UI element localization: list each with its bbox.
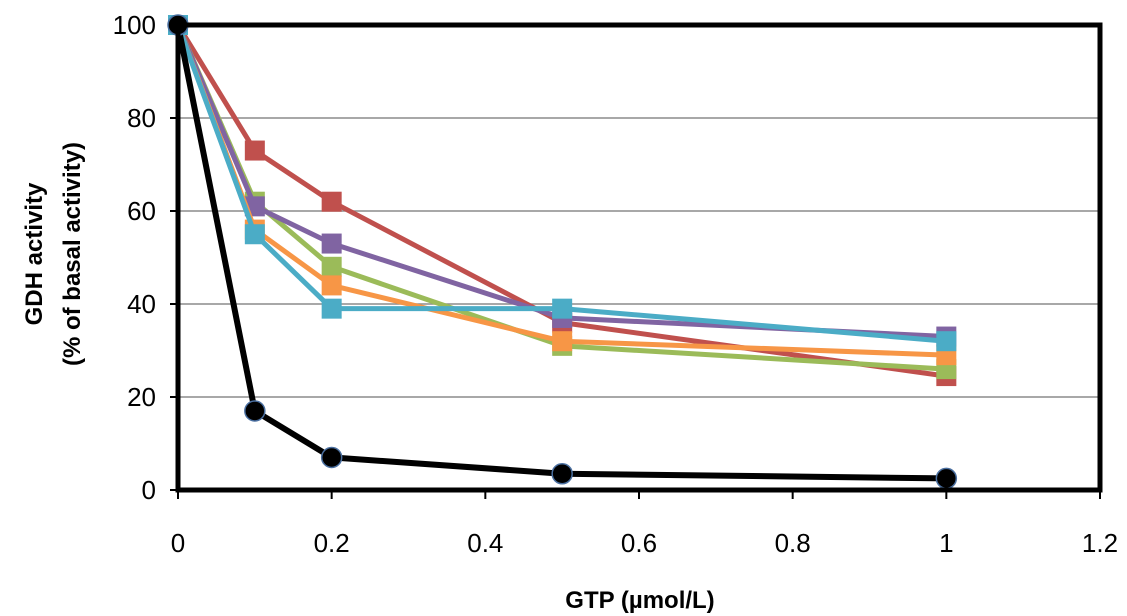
gridlines — [178, 117, 1100, 398]
x-tick-label: 0 — [171, 528, 185, 558]
series-6 — [167, 14, 958, 490]
y-tick-label: 20 — [127, 382, 156, 412]
y-tick-label: 100 — [113, 10, 156, 40]
data-point — [321, 233, 342, 254]
x-tick-label: 0.4 — [467, 528, 503, 558]
tick-labels: 0 20 40 60 80 100 0 0.2 0.4 0.6 0.8 1 1.2 — [113, 10, 1118, 558]
data-point — [552, 298, 573, 319]
series-line — [175, 24, 947, 482]
y-tick-label: 80 — [127, 103, 156, 133]
x-tick-label: 1 — [939, 528, 953, 558]
data-point — [935, 467, 958, 490]
series-line — [175, 24, 947, 339]
series-group — [167, 14, 958, 490]
data-point — [321, 191, 342, 212]
y-tick-label: 60 — [127, 196, 156, 226]
data-point — [321, 298, 342, 319]
data-point — [320, 446, 343, 469]
x-tick-label: 0.2 — [314, 528, 350, 558]
y-axis-title-line2: (% of basal activity) — [59, 142, 86, 366]
data-point — [244, 140, 265, 161]
y-tick-label: 40 — [127, 289, 156, 319]
series-5 — [168, 15, 957, 352]
y-axis-title-line1: GDH activity — [21, 182, 48, 325]
plot-frame — [175, 22, 1103, 493]
x-tick-label: 0.6 — [621, 528, 657, 558]
y-tick-label: 0 — [142, 475, 156, 505]
series-3 — [168, 15, 957, 347]
data-point — [552, 331, 573, 352]
data-point — [244, 224, 265, 245]
data-point — [936, 331, 957, 352]
x-tick-label: 0.8 — [775, 528, 811, 558]
series-line — [175, 24, 947, 344]
data-point — [551, 462, 573, 485]
data-point — [244, 400, 266, 422]
data-point — [321, 275, 342, 296]
data-point — [321, 256, 342, 277]
x-axis-title: GTP (µmol/L) — [565, 587, 714, 614]
x-tick-label: 1.2 — [1082, 528, 1118, 558]
axes — [170, 24, 1101, 499]
y-axis-title: GDH activity (% of basal activity) — [21, 142, 86, 366]
